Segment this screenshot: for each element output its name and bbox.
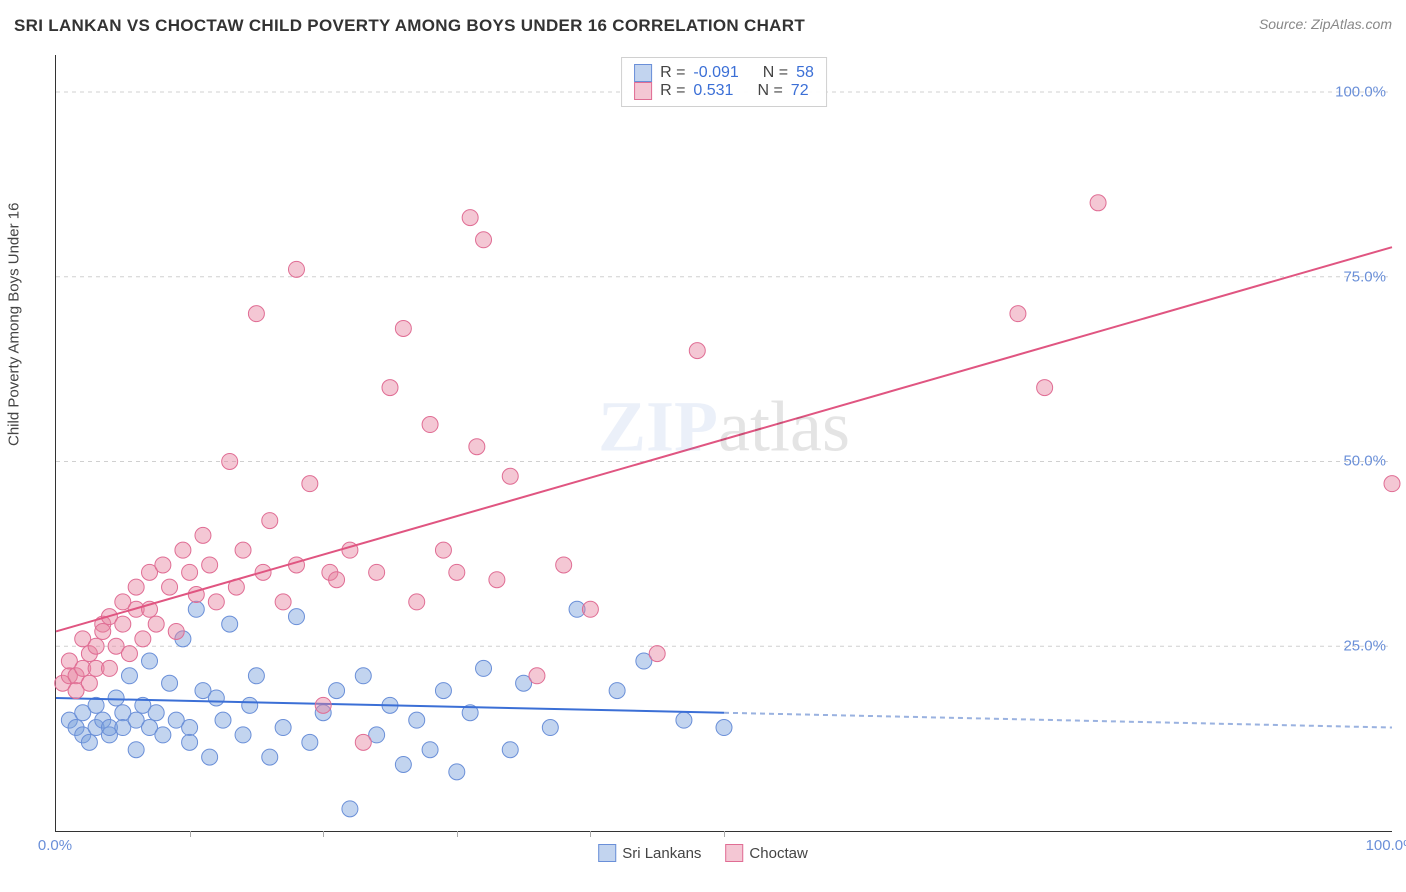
n-label: N = (757, 82, 782, 100)
r-value-srilankans: -0.091 (693, 64, 738, 82)
x-tick-mark (724, 831, 725, 837)
chart-container: SRI LANKAN VS CHOCTAW CHILD POVERTY AMON… (0, 0, 1406, 892)
r-label: R = (660, 64, 685, 82)
y-axis-label: Child Poverty Among Boys Under 16 (6, 203, 23, 446)
r-label: R = (660, 82, 685, 100)
legend-swatch-choctaw (634, 82, 652, 100)
chart-title: SRI LANKAN VS CHOCTAW CHILD POVERTY AMON… (14, 16, 805, 36)
x-tick-mark (323, 831, 324, 837)
x-tick-mark (190, 831, 191, 837)
legend-item-choctaw: Choctaw (725, 844, 807, 862)
n-label: N = (763, 64, 788, 82)
y-tick-label: 100.0% (1335, 83, 1386, 100)
x-tick-mark (457, 831, 458, 837)
legend-row-srilankans: R = -0.091 N = 58 (634, 64, 814, 82)
legend-label-choctaw: Choctaw (749, 845, 807, 862)
n-value-srilankans: 58 (796, 64, 814, 82)
plot-svg (56, 55, 1392, 831)
legend-bottom: Sri Lankans Choctaw (598, 844, 808, 862)
legend-row-choctaw: R = 0.531 N = 72 (634, 82, 814, 100)
x-tick-label: 0.0% (38, 837, 72, 854)
legend-swatch-srilankans (634, 64, 652, 82)
legend-label-srilankans: Sri Lankans (622, 845, 701, 862)
x-tick-mark (590, 831, 591, 837)
legend-swatch-choctaw-b (725, 844, 743, 862)
plot-area: R = -0.091 N = 58 R = 0.531 N = 72 ZIPat… (55, 55, 1392, 832)
legend-correlation: R = -0.091 N = 58 R = 0.531 N = 72 (621, 57, 827, 107)
y-tick-label: 25.0% (1343, 638, 1386, 655)
legend-swatch-srilankans-b (598, 844, 616, 862)
r-value-choctaw: 0.531 (693, 82, 733, 100)
legend-item-srilankans: Sri Lankans (598, 844, 701, 862)
y-tick-label: 75.0% (1343, 268, 1386, 285)
n-value-choctaw: 72 (791, 82, 809, 100)
source-label: Source: ZipAtlas.com (1259, 16, 1392, 32)
y-tick-label: 50.0% (1343, 453, 1386, 470)
x-tick-label: 100.0% (1366, 837, 1406, 854)
